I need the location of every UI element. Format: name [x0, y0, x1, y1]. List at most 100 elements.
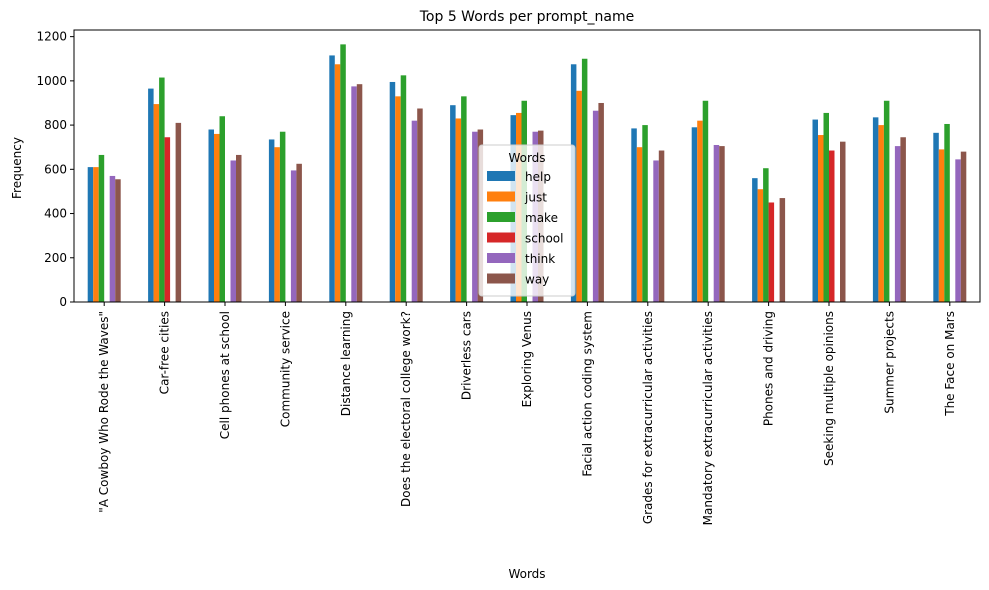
legend-swatch-just: [487, 191, 515, 202]
bar-way-2: [236, 154, 242, 302]
bar-school-12: [829, 150, 835, 302]
legend: Words help just make school think way: [478, 144, 576, 297]
bar-way-0: [115, 179, 121, 302]
bar-make-4: [340, 44, 346, 303]
bar-way-14: [960, 151, 967, 302]
legend-swatch-make: [487, 212, 515, 222]
bar-make-5: [400, 75, 407, 302]
chart-title: Top 5 Words per prompt_name: [419, 9, 634, 25]
bar-school-1: [164, 137, 171, 302]
bar-think-4: [351, 86, 357, 302]
bar-help-2: [208, 129, 214, 302]
x-tick-label-1: Car-free cities: [158, 311, 172, 394]
bar-think-8: [592, 110, 599, 302]
bar-help-0: [87, 167, 94, 302]
y-tick-label-200: 200: [44, 251, 67, 265]
bar-just-0: [93, 167, 99, 302]
bar-make-1: [159, 77, 165, 302]
bar-way-8: [598, 102, 604, 302]
x-tick-label-4: Distance learning: [339, 311, 353, 416]
bar-make-9: [642, 125, 648, 302]
bar-think-0: [109, 175, 116, 302]
bar-think-10: [713, 144, 720, 302]
bar-just-12: [818, 135, 824, 302]
bar-make-8: [581, 58, 588, 302]
bar-just-9: [636, 147, 643, 302]
bar-think-14: [955, 159, 961, 302]
bar-help-10: [691, 127, 698, 302]
bar-just-13: [878, 125, 884, 302]
legend-label-help: help: [525, 170, 551, 184]
y-axis-title: Frequency: [10, 137, 24, 199]
bar-way-3: [296, 163, 302, 302]
bar-make-3: [279, 131, 286, 302]
bar-just-8: [576, 90, 582, 302]
bar-way-5: [417, 108, 423, 302]
x-tick-label-6: Driverless cars: [460, 311, 474, 400]
y-tick-label-0: 0: [59, 295, 67, 309]
bar-think-6: [472, 131, 478, 302]
x-tick-label-9: Grades for extracurricular activities: [641, 311, 655, 524]
bar-think-3: [290, 170, 297, 302]
x-tick-label-5: Does the electoral college work?: [399, 311, 413, 507]
bar-help-4: [329, 55, 335, 303]
legend-swatch-think: [487, 253, 515, 263]
axes-layer: 0 200 400 600 800 1000 1200 "A Cowboy Who Rode …: [36, 29, 981, 525]
legend-label-school: school: [525, 232, 563, 246]
y-tick-label-1000: 1000: [36, 74, 67, 88]
x-axis-title: Words: [508, 567, 545, 581]
bar-help-9: [631, 128, 637, 302]
bar-make-11: [763, 168, 769, 302]
bar-just-4: [334, 64, 341, 302]
legend-title: Words: [508, 151, 545, 165]
bar-make-13: [883, 100, 890, 302]
legend-label-make: make: [525, 211, 558, 225]
bar-help-3: [268, 139, 275, 302]
bar-help-6: [450, 105, 456, 302]
bar-make-2: [219, 116, 225, 303]
x-tick-label-10: Mandatory extracurricular activities: [701, 311, 715, 525]
bar-way-1: [175, 122, 182, 302]
legend-swatch-way: [487, 273, 515, 284]
bar-think-5: [411, 120, 418, 302]
bar-just-1: [153, 104, 160, 302]
bar-make-0: [98, 154, 105, 302]
legend-label-think: think: [525, 252, 555, 266]
x-tick-label-14: The Face on Mars: [943, 311, 957, 417]
bar-school-11: [768, 202, 775, 302]
bar-help-1: [148, 88, 154, 302]
x-tick-label-12: Seeking multiple opinions: [822, 311, 836, 466]
legend-label-just: just: [524, 191, 547, 205]
bar-think-13: [894, 146, 901, 302]
x-tick-label-3: Community service: [278, 311, 292, 427]
x-tick-label-2: Cell phones at school: [218, 311, 232, 439]
bar-think-2: [230, 160, 236, 302]
bar-help-5: [389, 81, 396, 302]
bar-help-12: [812, 119, 818, 302]
bar-way-10: [719, 146, 725, 302]
bar-make-10: [702, 100, 709, 302]
bar-just-14: [938, 149, 945, 302]
bar-help-14: [933, 132, 939, 302]
bar-help-11: [752, 178, 758, 302]
bar-way-12: [840, 141, 846, 302]
bar-just-3: [274, 147, 280, 302]
x-tick-label-7: Exploring Venus: [520, 311, 534, 407]
legend-swatch-school: [487, 232, 515, 243]
legend-label-way: way: [525, 273, 549, 287]
bar-just-5: [395, 96, 401, 302]
bar-just-6: [455, 118, 462, 303]
bar-make-12: [823, 112, 829, 303]
bar-way-9: [658, 150, 665, 302]
bar-help-13: [872, 117, 879, 302]
bar-way-13: [900, 137, 906, 302]
bar-just-2: [214, 133, 220, 302]
bar-think-9: [653, 160, 659, 302]
bar-make-6: [461, 96, 467, 302]
bar-way-4: [356, 84, 363, 303]
x-tick-label-0: "A Cowboy Who Rode the Waves": [97, 311, 111, 513]
bar-make-14: [944, 123, 950, 302]
bar-just-11: [757, 189, 764, 302]
x-tick-label-8: Facial action coding system: [580, 311, 594, 477]
